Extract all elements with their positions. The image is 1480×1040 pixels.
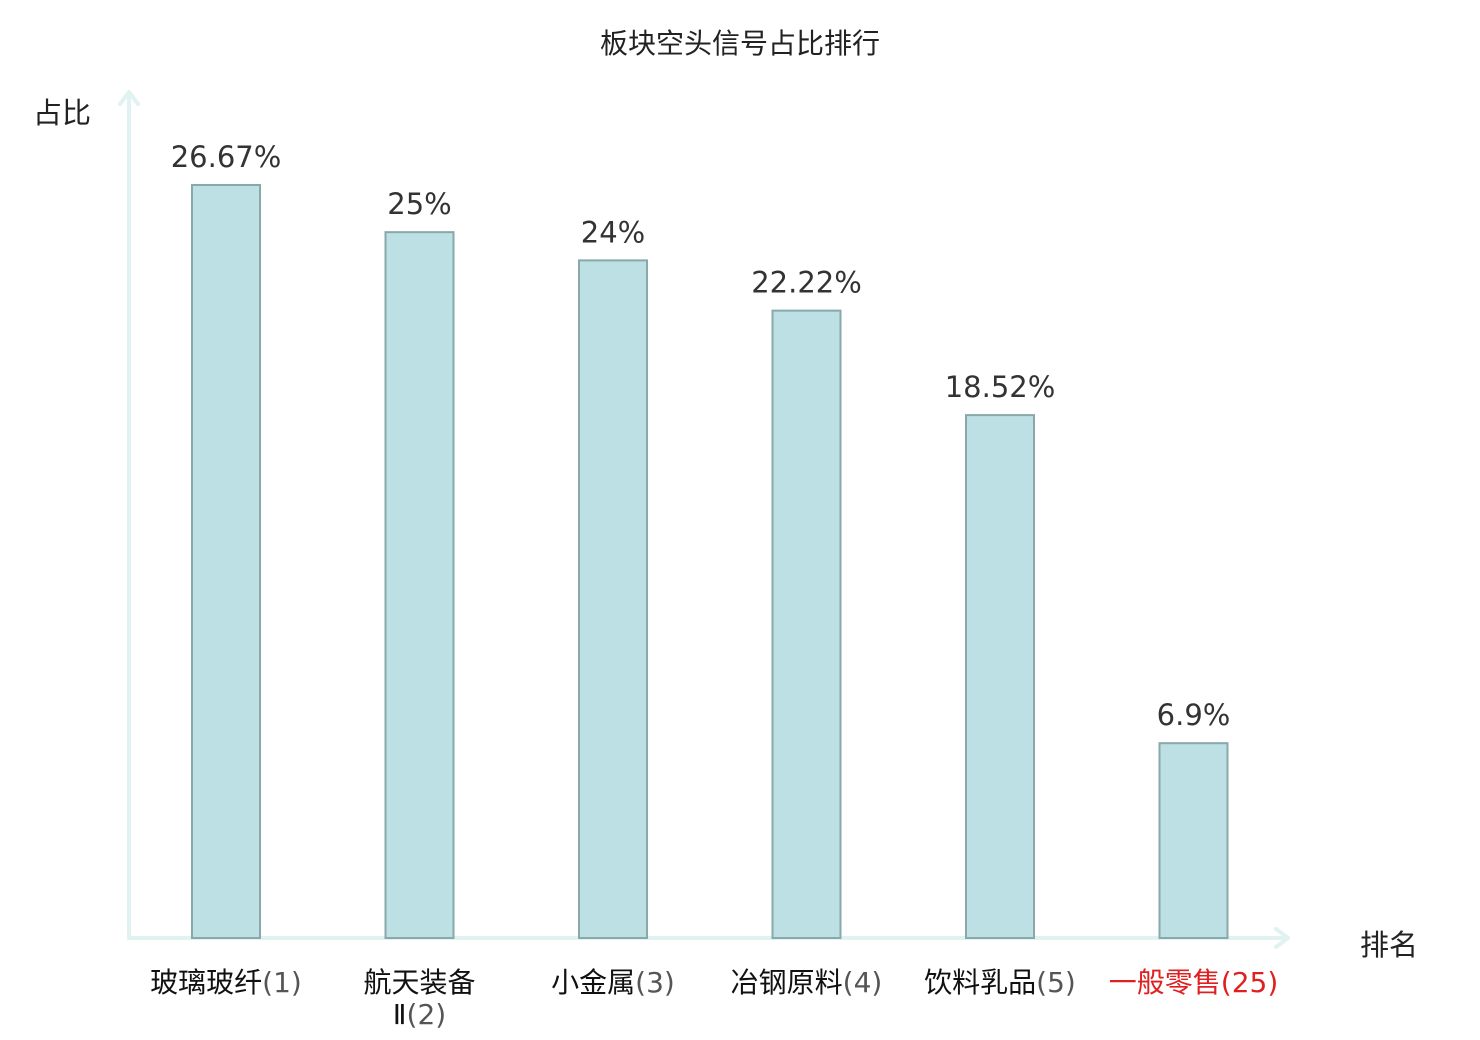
value-label-6: 6.9% (1157, 698, 1231, 732)
category-label-5: 饮料乳品(5) (905, 967, 1095, 999)
bar-4 (771, 309, 842, 939)
chart-axes (118, 90, 1290, 949)
category-label-2: 航天装备 Ⅱ(2) (325, 967, 515, 1031)
x-axis-line (127, 927, 1290, 949)
bar-1 (191, 184, 261, 939)
category-label-3: 小金属(3) (518, 967, 708, 999)
bar-6 (1158, 742, 1229, 939)
category-label-6: 一般零售(25) (1099, 967, 1289, 999)
category-rank: (25) (1220, 966, 1279, 999)
category-name: 航天装备 (363, 966, 476, 999)
bar-5 (965, 414, 1035, 939)
x-axis-label: 排名 (1360, 928, 1419, 962)
category-rank: (3) (635, 966, 675, 999)
value-label-4: 22.22% (751, 266, 862, 300)
chart-title: 板块空头信号占比排行 (599, 27, 880, 60)
category-name: 一般零售 (1108, 966, 1221, 999)
category-name: 冶钢原料 (730, 966, 843, 999)
category-label-1: 玻璃玻纤(1) (131, 967, 321, 999)
category-name: 玻璃玻纤 (150, 966, 263, 999)
value-label-2: 25% (387, 187, 451, 221)
y-axis-label: 占比 (33, 96, 92, 130)
category-rank: (4) (842, 966, 883, 999)
bar-2 (384, 231, 455, 939)
category-rank: (2) (406, 998, 447, 1031)
category-rank: (5) (1036, 966, 1076, 999)
value-labels-group: 26.67% 25% 24% 22.22% 18.52% 6.9% (171, 140, 1231, 732)
category-name: 小金属 (551, 966, 636, 999)
category-rank: (1) (262, 966, 302, 999)
value-label-3: 24% (581, 215, 645, 249)
bar-3 (578, 259, 648, 939)
category-name-suffix: Ⅱ (392, 998, 407, 1031)
bars-group (191, 184, 1229, 939)
category-name-line2: Ⅱ(2) (325, 999, 515, 1031)
category-label-4: 冶钢原料(4) (712, 967, 902, 999)
value-label-1: 26.67% (171, 140, 282, 174)
value-label-5: 18.52% (945, 370, 1056, 404)
category-name: 饮料乳品 (924, 966, 1037, 999)
y-axis-line (118, 90, 140, 940)
